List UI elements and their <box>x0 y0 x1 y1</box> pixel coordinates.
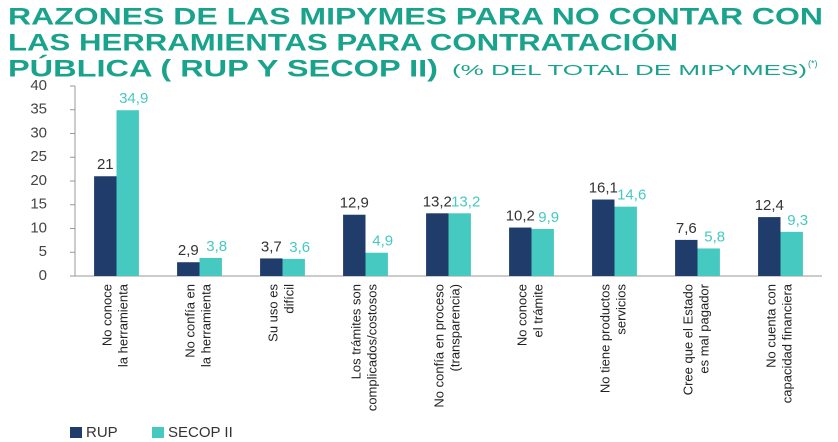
bar <box>282 258 305 276</box>
x-tick-label: No conocela herramienta <box>100 283 131 367</box>
footnote-marker: (*) <box>808 58 818 68</box>
y-tick-label: 25 <box>30 148 47 165</box>
chart-title: PÚBLICA ( RUP Y SECOP II) <box>8 54 438 82</box>
legend-label: RUP <box>86 424 118 441</box>
value-label: 3,8 <box>206 238 227 255</box>
x-tick-label: Los trámites soncomplicados/costosos <box>349 284 380 412</box>
x-tick-label: No tiene productosservicios <box>598 284 629 394</box>
value-label: 7,6 <box>676 220 697 237</box>
legend-swatch <box>152 427 164 438</box>
legend-swatch <box>70 427 82 438</box>
bar <box>758 217 781 276</box>
y-tick-label: 5 <box>39 243 47 260</box>
value-label: 12,4 <box>755 197 784 214</box>
value-label: 9,9 <box>538 209 559 226</box>
value-label: 13,2 <box>451 193 480 210</box>
bar <box>780 231 803 276</box>
y-tick-label: 0 <box>39 267 47 284</box>
value-label: 16,1 <box>589 179 618 196</box>
y-tick-label: 30 <box>30 124 47 141</box>
y-tick-label: 20 <box>30 172 47 189</box>
x-tick-label: Cree que el Estadoes mal pagador <box>681 283 712 395</box>
x-tick-label: No cuenta concapacidad financiera <box>764 283 795 403</box>
value-label: 10,2 <box>506 208 535 225</box>
bar <box>260 258 283 276</box>
bar <box>509 227 532 276</box>
x-tick-label: Su uso esdifícil <box>266 284 297 342</box>
bar <box>592 199 615 276</box>
y-tick-label: 40 <box>30 77 47 94</box>
value-label: 3,7 <box>261 238 282 255</box>
value-label: 21 <box>97 156 114 173</box>
bar <box>94 176 117 276</box>
bar <box>448 213 471 276</box>
chart-title: RAZONES DE LAS MIPYMES PARA NO CONTAR CO… <box>8 3 823 30</box>
y-tick-label: 15 <box>30 196 47 213</box>
bar <box>675 239 698 276</box>
chart-subtitle: (% DEL TOTAL DE MIPYMES) <box>452 62 807 79</box>
y-tick-label: 10 <box>30 219 47 236</box>
bar <box>614 206 637 276</box>
value-label: 9,3 <box>787 212 808 229</box>
value-label: 4,9 <box>372 233 393 250</box>
bar <box>116 110 139 276</box>
x-tick-label: No conoceel trámite <box>515 284 546 346</box>
bar <box>365 252 388 276</box>
value-label: 14,6 <box>617 187 646 204</box>
bar <box>531 228 554 276</box>
bar <box>343 214 366 276</box>
bar <box>177 262 200 276</box>
value-label: 12,9 <box>340 195 369 212</box>
value-label: 13,2 <box>423 193 452 210</box>
bar <box>199 257 222 276</box>
bar <box>697 248 720 276</box>
bar <box>426 213 449 276</box>
legend-label: SECOP II <box>168 424 233 441</box>
y-tick-label: 35 <box>30 101 47 118</box>
value-label: 34,9 <box>119 90 148 107</box>
value-label: 3,6 <box>289 239 310 256</box>
value-label: 5,8 <box>704 228 725 245</box>
x-tick-label: No confía en proceso(transparencia) <box>432 284 463 408</box>
x-tick-label: No confía enla herramienta <box>183 283 214 367</box>
chart-title: LAS HERRAMIENTAS PARA CONTRATACIÓN <box>8 28 678 56</box>
value-label: 2,9 <box>178 242 199 259</box>
